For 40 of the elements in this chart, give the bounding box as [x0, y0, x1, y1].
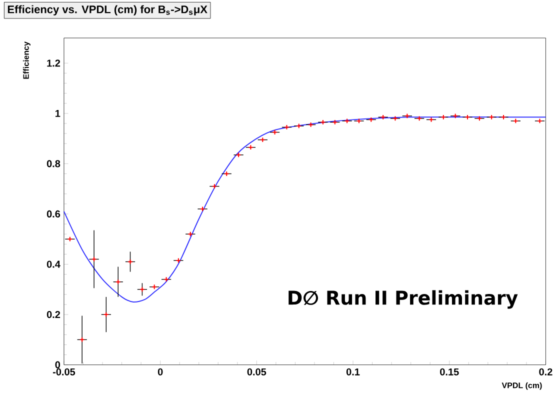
point	[404, 113, 410, 119]
y-tick-label: 1	[56, 110, 60, 117]
point	[67, 236, 73, 242]
point	[188, 231, 194, 237]
point	[500, 114, 506, 120]
chart-title: Efficiency vs. VPDL (cm) for B$_{s}$->D$_{s}$μX	[8, 5, 208, 16]
y-tick-label: 0.4	[46, 260, 60, 268]
x-tick-label: 0.1	[346, 368, 360, 376]
point	[152, 284, 158, 290]
point	[344, 118, 350, 124]
point	[392, 116, 398, 122]
y-tick-label: 0.2	[46, 311, 60, 318]
point	[320, 120, 326, 125]
point	[464, 114, 470, 120]
y-tick-label: 0	[55, 361, 60, 368]
point	[356, 118, 362, 124]
point	[476, 116, 482, 122]
point	[537, 118, 542, 124]
point	[140, 286, 145, 292]
point	[440, 114, 446, 120]
y-tick-label: 0.6	[46, 210, 60, 218]
x-tick-label: 0.05	[247, 368, 266, 376]
point	[512, 118, 518, 124]
point	[296, 123, 302, 129]
x-tick-label: 0	[158, 368, 163, 376]
point	[452, 113, 458, 119]
x-tick-label: -0.05	[52, 368, 76, 376]
point	[380, 114, 386, 120]
point	[236, 152, 242, 158]
point	[332, 120, 338, 125]
point	[488, 114, 494, 120]
y-tick-label: 1.2	[47, 60, 60, 67]
annotation: D∅ Run II Preliminary	[288, 290, 518, 309]
point	[79, 337, 85, 342]
point	[200, 206, 206, 212]
x-tick-label: 0.2	[539, 368, 552, 376]
y-tick-label: 0.8	[46, 160, 60, 168]
x-tick-label: 0.15	[440, 368, 459, 376]
point	[368, 117, 374, 122]
point	[176, 258, 182, 264]
